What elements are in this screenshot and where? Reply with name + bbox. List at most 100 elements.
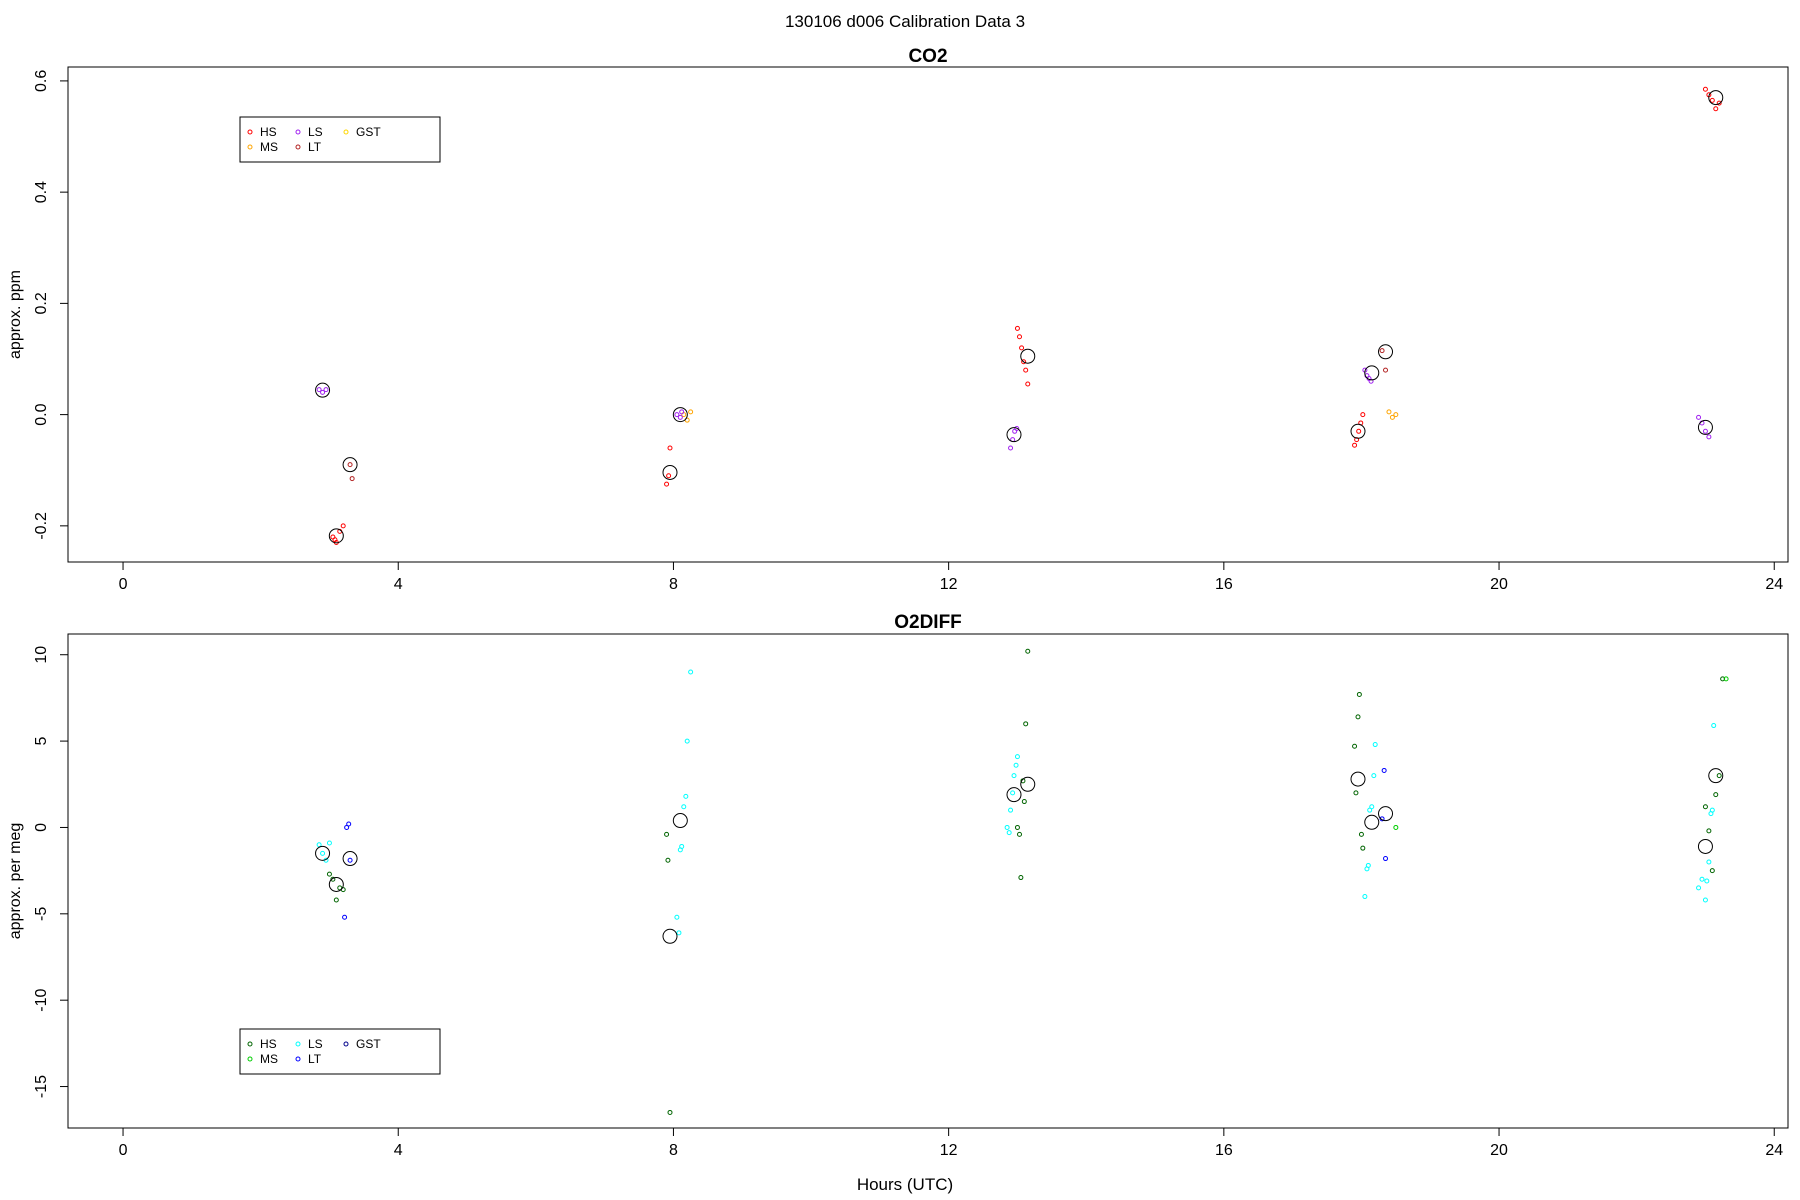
o2diff-point-ls: [1706, 859, 1712, 865]
o2diff-point-hs: [330, 876, 336, 882]
o2diff-mean-point: [1697, 838, 1713, 854]
o2diff-point-ls: [1371, 773, 1377, 779]
co2-x-tick-label: 12: [940, 576, 958, 593]
o2diff-mean-point: [342, 851, 358, 867]
co2-x-tick-label: 4: [394, 576, 403, 593]
o2diff-point-hs: [1716, 773, 1722, 779]
co2-legend-label: LT: [308, 140, 322, 154]
o2diff-mean-point: [315, 845, 331, 861]
o2diff-point-ls: [1711, 723, 1717, 729]
co2-mean-point: [315, 382, 331, 398]
o2diff-point-ls: [688, 669, 694, 675]
co2-point-hs: [1716, 100, 1722, 106]
o2diff-point-hs: [1355, 714, 1361, 720]
o2diff-legend-label: MS: [260, 1052, 278, 1066]
o2diff-x-tick-label: 4: [394, 1142, 403, 1159]
co2-point-hs: [1713, 106, 1719, 112]
co2-x-tick-label: 24: [1765, 576, 1783, 593]
co2-point-ls: [1706, 434, 1712, 440]
o2diff-x-tick-label: 16: [1215, 1142, 1233, 1159]
o2diff-legend-box: [239, 1028, 441, 1075]
o2diff-point-ls: [1362, 894, 1368, 900]
o2diff-x-tick-label: 8: [669, 1142, 678, 1159]
o2diff-point-hs: [1023, 721, 1029, 727]
o2diff-point-ls: [326, 840, 332, 846]
co2-point-ms: [1393, 412, 1399, 418]
co2-point-ls: [1702, 428, 1708, 434]
co2-mean-point: [662, 464, 678, 480]
o2diff-point-hs: [667, 1109, 673, 1115]
o2diff-y-tick-label: 0: [33, 823, 50, 832]
co2-mean-point: [1708, 90, 1724, 106]
o2diff-point-ls: [1006, 830, 1012, 836]
o2diff-y-tick-label: 10: [33, 646, 50, 664]
co2-point-ms: [688, 409, 694, 415]
o2diff-y-axis-label: approx. per meg: [7, 823, 24, 940]
co2-y-axis-label: approx. ppm: [7, 270, 24, 359]
o2diff-point-ls: [1699, 876, 1705, 882]
o2diff-panel: O2DIFF 0 4 8 12 16 20 24 -15 -10 -5 0 5 10 approx. per…: [7, 612, 1789, 1159]
o2diff-point-ls: [1372, 742, 1378, 748]
co2-x-tick-label: 16: [1215, 576, 1233, 593]
o2diff-legend-label: LT: [308, 1052, 322, 1066]
o2diff-y-tick-label: -10: [33, 989, 50, 1012]
o2diff-point-ls: [1365, 862, 1371, 868]
o2diff-point-hs: [1720, 676, 1726, 682]
co2-x-tick-label: 20: [1490, 576, 1508, 593]
o2diff-point-ls: [1014, 754, 1020, 760]
o2diff-point-lt: [1383, 856, 1389, 862]
o2diff-x-tick-label: 12: [940, 1142, 958, 1159]
o2diff-point-lt: [1379, 816, 1385, 822]
co2-mean-point: [672, 407, 688, 423]
co2-point-ls: [1008, 445, 1014, 451]
co2-point-hs: [1014, 325, 1020, 331]
o2diff-x-tick-label: 0: [119, 1142, 128, 1159]
o2diff-point-ls: [679, 843, 685, 849]
o2diff-y-tick-label: -5: [33, 907, 50, 921]
co2-legend-label: HS: [260, 125, 277, 139]
o2diff-point-hs: [1358, 831, 1364, 837]
o2diff-mean-point: [1378, 806, 1394, 822]
co2-title: CO2: [908, 46, 947, 67]
o2diff-point-ls: [316, 842, 322, 848]
co2-mean-point: [1378, 344, 1394, 360]
co2-mean-point: [1364, 365, 1380, 381]
o2diff-mean-point: [1364, 814, 1380, 830]
o2diff-point-hs: [665, 857, 671, 863]
co2-legend-label: LS: [308, 125, 323, 139]
o2diff-point-hs: [1702, 804, 1708, 810]
o2diff-legend-marker: [295, 1056, 301, 1062]
co2-point-lt: [1379, 348, 1385, 354]
o2diff-point-ls: [1369, 804, 1375, 810]
co2-point-hs: [1356, 428, 1362, 434]
co2-legend-marker: [295, 129, 301, 135]
co2-point-hs: [666, 473, 672, 479]
o2diff-point-ls: [684, 738, 690, 744]
o2diff-y-tick-label: -15: [33, 1075, 50, 1098]
o2diff-x-tick-label: 20: [1490, 1142, 1508, 1159]
co2-mean-point: [1020, 348, 1036, 364]
co2-point-hs: [1702, 86, 1708, 92]
co2-point-hs: [1021, 359, 1027, 365]
o2diff-point-ls: [674, 914, 680, 920]
o2diff-point-hs: [1014, 824, 1020, 830]
o2diff-x-tick-label: 24: [1765, 1142, 1783, 1159]
co2-y-tick-label: 0.4: [33, 181, 50, 203]
co2-point-hs: [1019, 345, 1025, 351]
o2diff-point-hs: [1356, 691, 1362, 697]
co2-x-tick-label: 0: [119, 576, 128, 593]
o2diff-legend-marker: [343, 1041, 349, 1047]
co2-point-hs: [1354, 437, 1360, 443]
x-axis-label: Hours (UTC): [857, 1175, 953, 1194]
co2-legend-marker: [247, 144, 253, 150]
co2-point-hs: [1025, 381, 1031, 387]
co2-point-ls: [677, 414, 683, 420]
o2diff-point-ls: [683, 793, 689, 799]
co2-point-hs: [664, 481, 670, 487]
co2-point-ls: [679, 409, 685, 415]
o2diff-point-ls: [1004, 824, 1010, 830]
o2diff-point-hs: [664, 831, 670, 837]
